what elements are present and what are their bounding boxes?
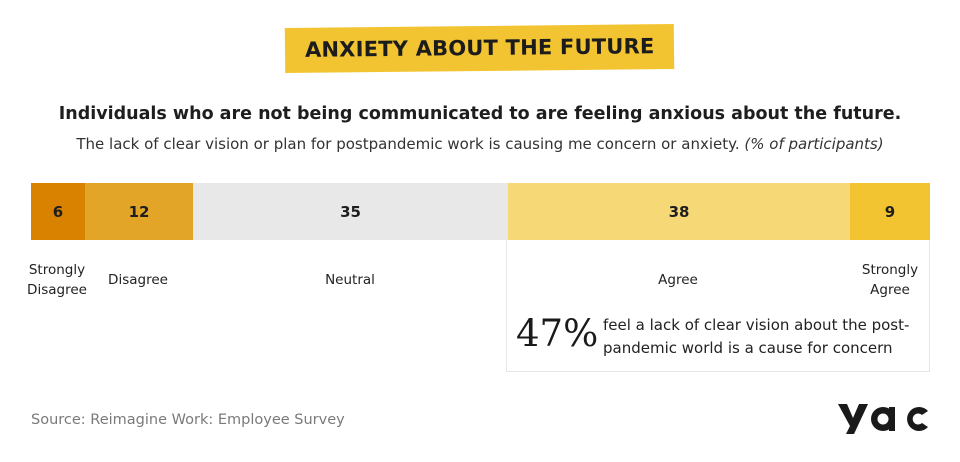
bar-segment-strongly-disagree: 6: [31, 183, 87, 240]
label-neutral: Neutral: [325, 272, 375, 288]
label-disagree: Disagree: [108, 272, 168, 288]
callout-text: feel a lack of clear vision about the po…: [603, 316, 910, 357]
callout-box: [506, 240, 930, 372]
label-strongly-agree-line1: Strongly: [861, 262, 919, 278]
chart-title: ANXIETY ABOUT THE FUTURE: [285, 23, 675, 74]
bar-value-strongly-disagree: 6: [52, 202, 64, 221]
label-strongly-disagree-line1: Strongly: [28, 262, 86, 278]
chart-headline: Individuals who are not being communicat…: [58, 104, 902, 124]
bar-segment-strongly-agree: 9: [850, 183, 930, 240]
bar-value-strongly-agree: 9: [884, 202, 896, 221]
stacked-bar: 6 12 35 38 9: [31, 183, 930, 240]
bar-segment-agree: 38: [508, 183, 852, 240]
yac-logo: [838, 404, 928, 434]
bar-segment-neutral: 35: [193, 183, 510, 240]
label-strongly-disagree-line2: Disagree: [27, 282, 87, 298]
bar-value-disagree: 12: [128, 202, 150, 221]
bar-value-agree: 38: [668, 202, 690, 221]
label-strongly-agree: Strongly Agree: [850, 260, 930, 300]
subline-main: The lack of clear vision or plan for pos…: [76, 135, 740, 153]
chart-subline: The lack of clear vision or plan for pos…: [0, 135, 960, 153]
bar-value-neutral: 35: [340, 202, 361, 221]
source-note: Source: Reimagine Work: Employee Survey: [31, 412, 345, 428]
title-container: ANXIETY ABOUT THE FUTURE: [0, 23, 960, 74]
label-strongly-disagree: Strongly Disagree: [22, 260, 92, 300]
label-strongly-agree-line2: Agree: [870, 282, 910, 298]
bar-segment-disagree: 12: [85, 183, 195, 240]
subline-note: (% of participants): [744, 135, 884, 153]
callout-percent: 47%: [516, 312, 599, 355]
label-agree: Agree: [658, 272, 698, 288]
